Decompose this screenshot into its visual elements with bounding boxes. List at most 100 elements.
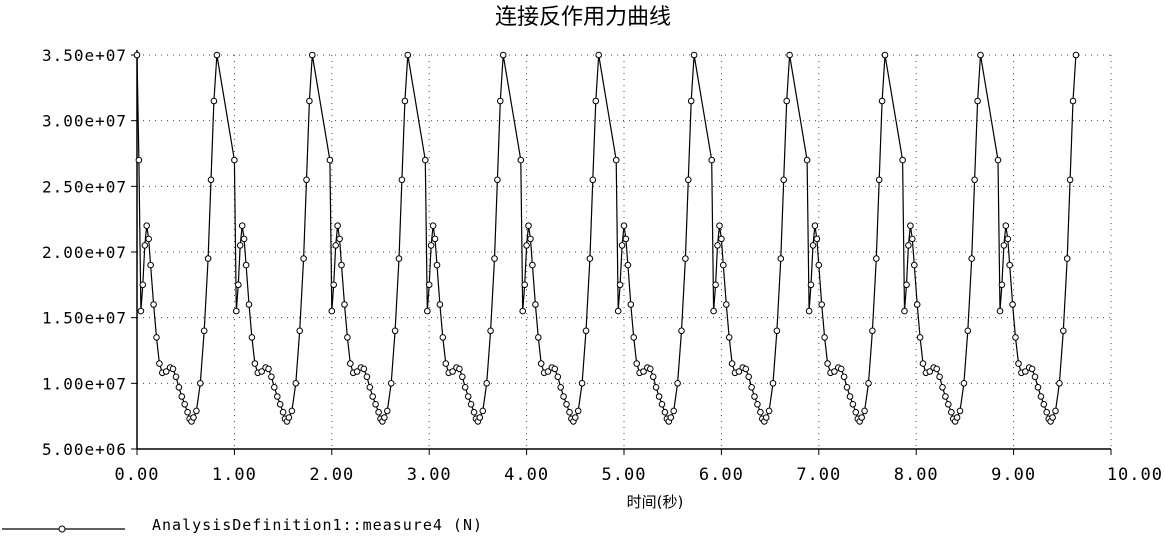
data-point (523, 242, 530, 249)
data-point (998, 281, 1006, 289)
data-point (945, 401, 952, 408)
data-point (1000, 242, 1008, 249)
data-point (464, 393, 472, 400)
data-point (245, 301, 253, 308)
data-point (630, 334, 638, 341)
data-point (384, 407, 391, 415)
data-point (347, 360, 354, 367)
data-point (674, 380, 681, 387)
data-point (309, 51, 316, 59)
x-tick-label: 8.00 (894, 465, 939, 485)
data-point (748, 384, 755, 391)
data-point (560, 393, 567, 400)
data-point (233, 307, 240, 315)
data-point (563, 401, 570, 408)
data-point (1002, 222, 1010, 229)
data-point (1056, 380, 1063, 387)
data-point (624, 261, 632, 269)
data-point (875, 176, 883, 184)
data-point (592, 97, 600, 105)
data-point (369, 393, 377, 400)
data-point (422, 156, 429, 164)
data-point (846, 393, 854, 400)
data-point (687, 97, 695, 105)
data-point (387, 380, 395, 387)
data-point (919, 360, 927, 367)
data-point (1040, 401, 1048, 408)
data-point (139, 281, 147, 289)
data-point (499, 51, 507, 59)
data-point (210, 97, 218, 105)
data-point (612, 156, 620, 164)
data-point (903, 281, 910, 289)
data-point (145, 235, 152, 243)
data-point (1022, 368, 1029, 375)
data-point (427, 242, 435, 249)
data-point (197, 380, 204, 387)
data-point (156, 360, 163, 367)
data-point (537, 360, 545, 367)
data-point (381, 414, 388, 421)
data-point (708, 156, 716, 164)
data-point (363, 373, 371, 381)
data-point (276, 401, 284, 408)
data-point (765, 407, 773, 415)
data-point (649, 373, 657, 381)
data-point (344, 334, 351, 341)
data-point (652, 384, 660, 391)
data-point (153, 334, 160, 341)
data-point (620, 222, 628, 229)
data-point (433, 261, 441, 269)
data-point (901, 307, 908, 315)
data-point (236, 242, 244, 249)
data-point (248, 334, 256, 341)
data-point (1066, 176, 1074, 184)
data-point (1028, 365, 1036, 373)
data-point (964, 327, 972, 335)
data-point (175, 384, 183, 391)
data-point (751, 393, 758, 400)
data-point (735, 368, 743, 375)
data-point (274, 393, 281, 400)
data-point (1034, 384, 1042, 391)
data-point (372, 401, 379, 408)
data-point (682, 255, 689, 262)
x-tick-label: 4.00 (504, 465, 549, 485)
data-point (476, 414, 484, 421)
data-point (1043, 408, 1050, 416)
data-point (1052, 407, 1059, 415)
data-point (913, 301, 921, 308)
data-point (296, 327, 304, 335)
data-point (326, 156, 334, 164)
data-point (840, 373, 848, 381)
data-point (769, 380, 777, 387)
data-point (334, 222, 341, 229)
data-point (425, 281, 433, 289)
data-point (837, 365, 845, 373)
data-point (762, 414, 770, 421)
data-point (572, 414, 579, 421)
data-point (667, 414, 675, 421)
data-point (442, 360, 450, 367)
data-point (1069, 97, 1077, 105)
chart-title: 连接反作用力曲线 (495, 5, 671, 30)
data-point (271, 384, 278, 391)
legend-marker (58, 525, 66, 533)
data-point (133, 51, 141, 59)
data-point (190, 414, 197, 421)
data-point (745, 373, 753, 381)
data-point (712, 281, 719, 289)
data-point (1004, 235, 1012, 243)
x-tick-label: 7.00 (796, 465, 841, 485)
data-point (360, 365, 368, 373)
data-point (483, 380, 491, 387)
data-point (977, 51, 984, 59)
data-point (401, 97, 409, 105)
x-axis-ticks: 0.00 1.00 2.00 3.00 4.00 5.00 6.00 7.00 8.00 9.00… (115, 449, 1162, 485)
data-point (288, 407, 296, 415)
data-point (655, 393, 663, 400)
x-tick-label: 3.00 (407, 465, 452, 485)
data-point (529, 261, 536, 269)
data-point (143, 222, 150, 229)
